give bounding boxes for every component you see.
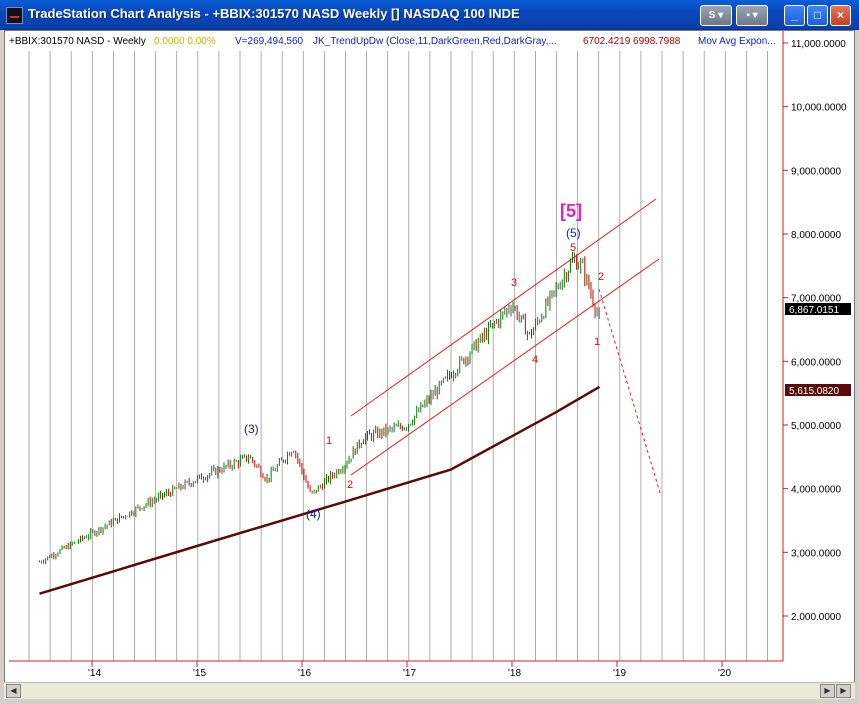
time-axis-label: '17 bbox=[403, 668, 416, 679]
settings-dropdown-button[interactable]: ▪ ▾ bbox=[736, 5, 768, 26]
wave-label-red-4: 4 bbox=[532, 354, 538, 366]
price-axis-label: 8,000.0000 bbox=[791, 230, 841, 241]
header-symbol: +BBIX:301570 NASD - Weekly bbox=[9, 36, 146, 47]
price-axis-label: 7,000.0000 bbox=[791, 294, 841, 305]
time-axis-label: '19 bbox=[613, 668, 626, 679]
chart-window[interactable]: 11,000.0000 10,000.0000 9,000.0000 8,000.00… bbox=[4, 30, 855, 698]
time-axis-label: '18 bbox=[508, 668, 521, 679]
price-axis-label: 4,000.0000 bbox=[791, 485, 841, 496]
header-moving-avg: Mov Avg Expon... bbox=[698, 36, 776, 47]
wave-label-red-2-b: 2 bbox=[598, 271, 604, 283]
header-indicator: JK_TrendUpDw (Close,11,DarkGreen,Red,Dar… bbox=[313, 36, 557, 47]
wave-label-blue-3: (3) bbox=[244, 422, 259, 436]
close-button[interactable]: × bbox=[830, 5, 851, 26]
time-axis: '14 '15 '16 '17 '18 '19 '20 bbox=[88, 661, 731, 679]
projection-line bbox=[598, 288, 662, 497]
wave-label-red-3: 3 bbox=[511, 277, 517, 289]
time-axis-label: '16 bbox=[298, 668, 311, 679]
wave-label-red-1-b: 1 bbox=[594, 336, 600, 348]
current-price-label: 6,867.0151 bbox=[789, 305, 839, 316]
scroll-extra-icon[interactable]: ▶ bbox=[836, 684, 851, 698]
wave-label-blue-4: (4) bbox=[306, 507, 321, 521]
price-axis-label: 5,000.0000 bbox=[791, 421, 841, 432]
ma-price-tag bbox=[785, 384, 851, 396]
price-bars bbox=[39, 251, 600, 565]
grid-lines bbox=[28, 51, 768, 661]
header-change: 0.0000 0.00% bbox=[154, 36, 216, 47]
moving-average-line bbox=[39, 385, 601, 595]
price-axis-label: 3,000.0000 bbox=[791, 548, 841, 559]
price-axis-label: 6,000.0000 bbox=[791, 357, 841, 368]
current-price-tag bbox=[785, 303, 851, 315]
wave-label-magenta-5: [5] bbox=[560, 201, 582, 221]
price-axis: 11,000.0000 10,000.0000 9,000.0000 8,000.00… bbox=[783, 39, 847, 623]
wave-label-blue-5: (5) bbox=[566, 226, 581, 240]
scroll-right-icon[interactable]: ▶ bbox=[820, 684, 835, 698]
maximize-button[interactable]: □ bbox=[807, 5, 828, 26]
header-volume: V=269,494,560 bbox=[235, 36, 304, 47]
price-axis-label: 2,000.0000 bbox=[791, 612, 841, 623]
time-axis-label: '14 bbox=[88, 668, 101, 679]
scroll-left-icon[interactable]: ◀ bbox=[6, 684, 21, 698]
wave-label-red-5: 5 bbox=[570, 242, 576, 254]
horizontal-scrollbar[interactable]: ◀ ▶ ▶ bbox=[4, 682, 855, 699]
header-indicator-values: 6702.4219 6998.7988 bbox=[583, 36, 681, 47]
ma-price-label: 5,615.0820 bbox=[789, 386, 839, 397]
price-axis-label: 9,000.0000 bbox=[791, 166, 841, 177]
price-axis-label: 10,000.0000 bbox=[791, 103, 847, 114]
s-dropdown-button[interactable]: S ▾ bbox=[700, 5, 732, 26]
time-axis-label: '15 bbox=[193, 668, 206, 679]
window-title: TradeStation Chart Analysis - +BBIX:3015… bbox=[28, 6, 520, 21]
price-chart[interactable]: 11,000.0000 10,000.0000 9,000.0000 8,000.00… bbox=[5, 31, 854, 683]
wave-label-red-2: 2 bbox=[347, 479, 353, 491]
channel-lower-line bbox=[350, 258, 660, 476]
price-axis-label: 11,000.0000 bbox=[791, 39, 846, 50]
time-axis-label: '20 bbox=[718, 668, 731, 679]
channel-upper-line bbox=[350, 198, 657, 417]
wave-label-red-1: 1 bbox=[326, 435, 332, 447]
title-bar[interactable]: TradeStation Chart Analysis - +BBIX:3015… bbox=[0, 0, 859, 30]
tradestation-app-icon bbox=[6, 7, 23, 24]
minimize-button[interactable]: _ bbox=[784, 5, 805, 26]
